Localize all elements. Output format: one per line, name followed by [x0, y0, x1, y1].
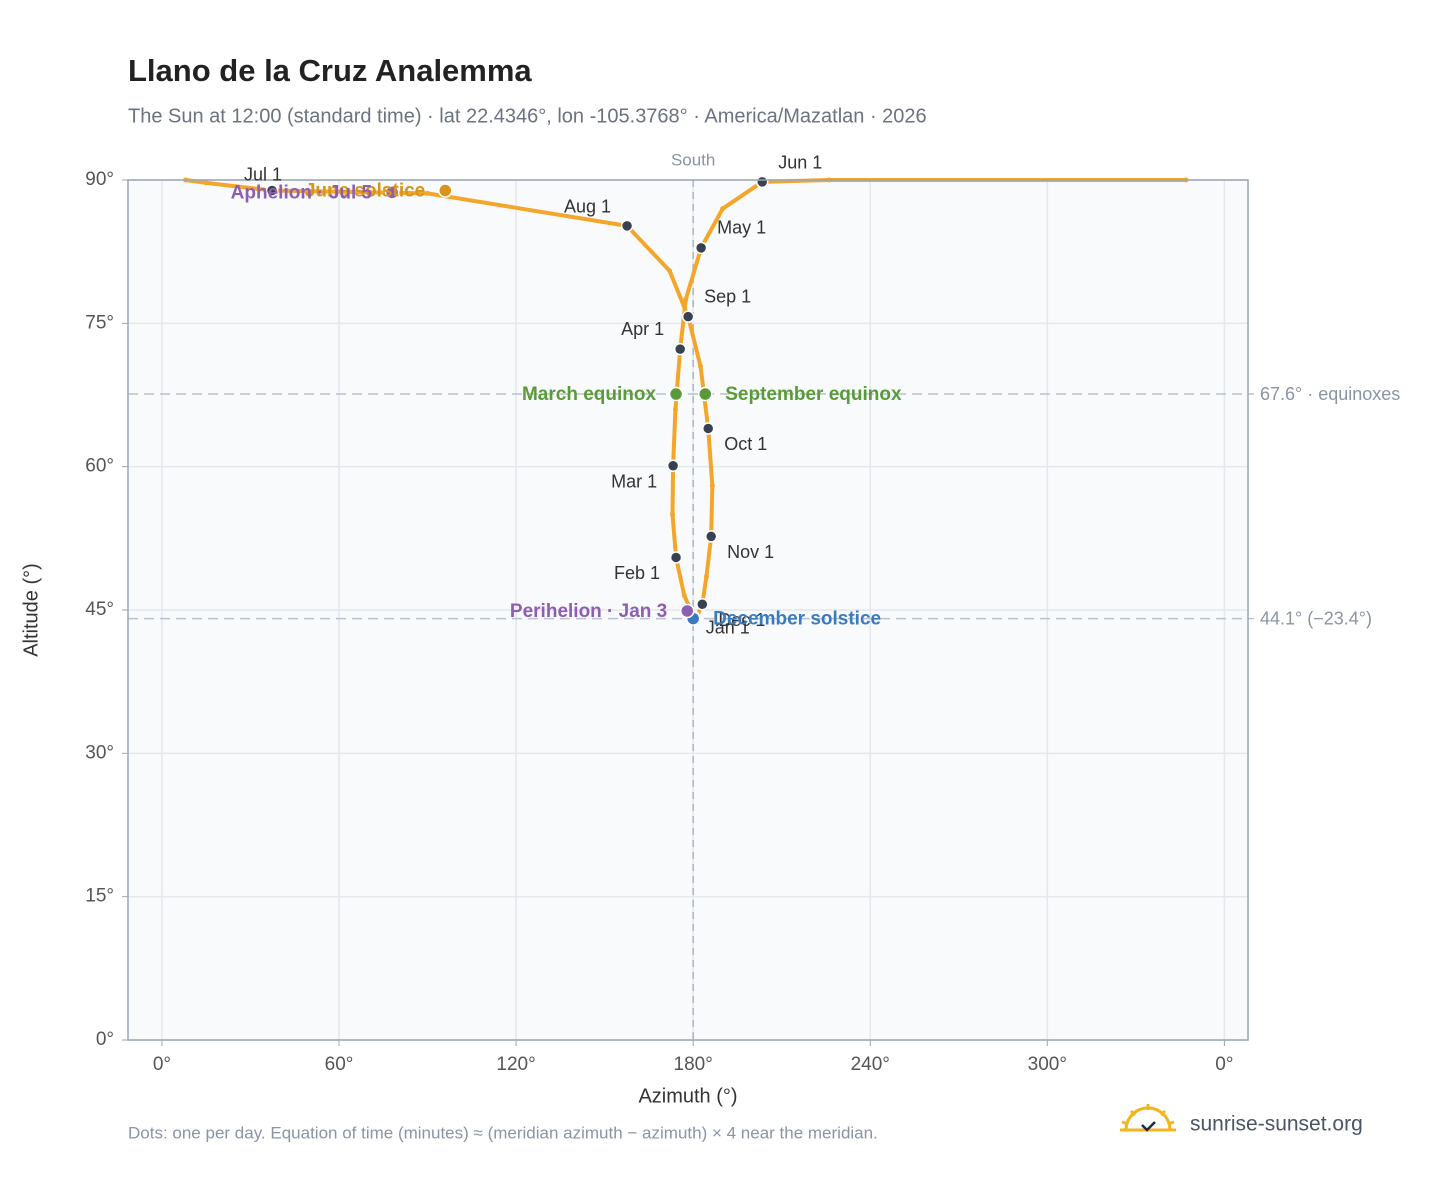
month-marker: [620, 219, 634, 233]
reference-label: 67.6° · equinoxes: [1260, 384, 1400, 404]
day-dot: [703, 574, 709, 580]
event-marker: [438, 183, 453, 198]
day-dot: [672, 406, 678, 412]
event-marker: [384, 185, 400, 200]
month-label: Dec 1: [718, 610, 765, 630]
brand-name[interactable]: sunrise-sunset.org: [1190, 1113, 1363, 1136]
chart-title: Llano de la Cruz Analemma: [128, 53, 532, 88]
event-label: Perihelion · Jan 3: [510, 601, 667, 622]
x-tick-label: 120°: [496, 1054, 535, 1075]
month-label: Oct 1: [724, 434, 767, 454]
x-tick-label: 240°: [851, 1054, 890, 1075]
y-tick-label: 45°: [85, 599, 114, 620]
x-tick-label: 0°: [153, 1054, 171, 1075]
brand-logo: [1120, 1104, 1176, 1132]
footnote: Dots: one per day. Equation of time (min…: [128, 1123, 878, 1142]
month-label: Feb 1: [614, 563, 660, 583]
month-marker: [666, 459, 680, 472]
event-label: December solstice: [713, 609, 881, 630]
y-tick-label: 0°: [96, 1029, 114, 1050]
event-label: June solstice: [305, 181, 425, 202]
month-marker: [701, 422, 715, 435]
month-marker: [694, 241, 708, 255]
month-label: Jul 1: [244, 164, 282, 184]
month-label: Jan 1: [706, 617, 750, 637]
x-axis-label: Azimuth (°): [638, 1085, 737, 1107]
x-tick-label: 180°: [674, 1054, 713, 1075]
day-dot: [425, 190, 431, 196]
y-tick-label: 75°: [85, 312, 114, 333]
day-dot: [681, 593, 687, 599]
day-dot: [683, 296, 689, 302]
month-label: Sep 1: [704, 286, 751, 306]
event-label: Aphelion · Jul 5: [231, 182, 373, 203]
month-label: Apr 1: [621, 319, 664, 339]
event-marker: [680, 603, 695, 619]
chart-subtitle: The Sun at 12:00 (standard time) · lat 2…: [128, 105, 927, 127]
month-label: Aug 1: [564, 197, 611, 217]
day-dot: [670, 511, 676, 517]
plot-frame: [127, 179, 1249, 1041]
month-label: Nov 1: [727, 542, 774, 562]
meridian-label: South: [671, 150, 715, 169]
y-tick-label: 90°: [85, 169, 114, 190]
month-label: Jun 1: [778, 153, 822, 173]
event-label: September equinox: [725, 384, 902, 405]
y-tick-label: 60°: [85, 456, 114, 477]
month-marker: [673, 342, 687, 356]
y-tick-label: 15°: [85, 886, 114, 907]
day-dot: [698, 363, 704, 369]
month-marker: [669, 551, 683, 564]
event-label: March equinox: [522, 384, 657, 405]
month-marker: [681, 310, 695, 323]
x-tick-label: 60°: [325, 1054, 354, 1075]
month-marker: [755, 175, 769, 189]
month-marker: [265, 184, 279, 197]
event-marker: [668, 386, 684, 402]
day-dot: [203, 180, 209, 186]
x-tick-label: 300°: [1028, 1054, 1067, 1075]
day-dot: [709, 483, 715, 489]
month-marker: [704, 530, 718, 543]
y-axis-label: Altitude (°): [20, 563, 42, 657]
month-label: Mar 1: [611, 471, 657, 491]
month-label: May 1: [717, 218, 766, 238]
day-dot: [667, 268, 673, 274]
month-marker: [696, 598, 709, 611]
reference-label: 44.1° (−23.4°): [1260, 608, 1372, 628]
y-tick-label: 30°: [85, 742, 114, 763]
x-tick-label: 0°: [1215, 1054, 1233, 1075]
event-marker: [698, 386, 713, 402]
day-dot: [720, 206, 726, 212]
